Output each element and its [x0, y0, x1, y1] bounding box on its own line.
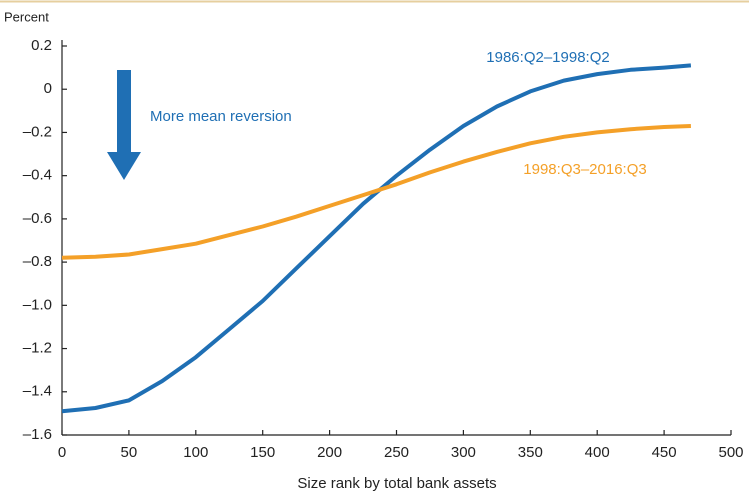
- arrow-head: [107, 152, 141, 180]
- x-tick-label: 150: [250, 444, 275, 461]
- series-label: 1986:Q2–1998:Q2: [486, 49, 609, 66]
- y-tick-label: –1.0: [23, 296, 52, 313]
- y-tick-label: –1.4: [23, 383, 52, 400]
- y-tick-label: –1.6: [23, 426, 52, 443]
- y-tick-label: –1.2: [23, 340, 52, 357]
- y-tick-label: 0: [44, 80, 52, 97]
- series-label: 1998:Q3–2016:Q3: [523, 161, 646, 178]
- annotation: More mean reversion: [150, 108, 292, 125]
- x-tick-label: 400: [585, 444, 610, 461]
- x-tick-label: 500: [718, 444, 743, 461]
- y-axis-label: Percent: [4, 9, 49, 24]
- x-tick-label: 350: [518, 444, 543, 461]
- arrow-shaft: [117, 70, 131, 154]
- annotation-arrow: [107, 70, 141, 180]
- x-tick-label: 0: [58, 444, 66, 461]
- y-tick-label: –0.6: [23, 210, 52, 227]
- x-tick-label: 250: [384, 444, 409, 461]
- y-tick-label: –0.2: [23, 123, 52, 140]
- y-tick-label: –0.4: [23, 167, 52, 184]
- series-line: [61, 124, 691, 260]
- x-tick-label: 300: [451, 444, 476, 461]
- x-axis-label: Size rank by total bank assets: [297, 475, 496, 492]
- y-tick-label: –0.8: [23, 253, 52, 270]
- x-tick-label: 200: [317, 444, 342, 461]
- x-tick-label: 50: [121, 444, 138, 461]
- x-tick-label: 450: [652, 444, 677, 461]
- y-tick-label: 0.2: [31, 37, 52, 54]
- x-tick-label: 100: [183, 444, 208, 461]
